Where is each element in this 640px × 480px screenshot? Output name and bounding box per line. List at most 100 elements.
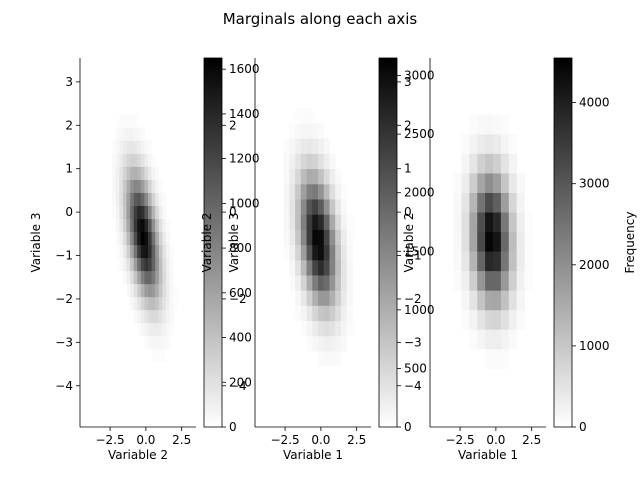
heatmap-cell	[500, 290, 510, 311]
x-tick-label: −2.5	[96, 433, 125, 447]
heatmap-cell	[295, 183, 302, 200]
heatmap-cell	[453, 173, 462, 193]
heatmap-cell	[148, 205, 152, 220]
heatmap-cell	[312, 168, 319, 185]
heatmap-cell	[122, 153, 127, 167]
heatmap-cell	[133, 192, 138, 206]
heatmap-cell	[155, 166, 160, 180]
heatmap-cells-1	[112, 114, 178, 363]
heatmap-cell	[165, 283, 170, 298]
heatmap-cell	[137, 283, 142, 298]
heatmap-cell	[158, 231, 163, 246]
heatmap-cell	[155, 205, 160, 220]
heatmap-cell	[323, 138, 330, 154]
heatmap-cell	[119, 127, 124, 141]
heatmap-cell	[340, 275, 348, 291]
heatmap-cell	[306, 138, 313, 154]
heatmap-cell	[151, 244, 156, 259]
heatmap-cell	[295, 244, 302, 261]
heatmap-cell	[318, 320, 325, 337]
x-tick-label: 2.5	[522, 433, 541, 447]
heatmap-cell	[493, 114, 502, 135]
colorbar-tick-label: 500	[404, 361, 427, 375]
heatmap-cell	[306, 259, 313, 276]
heatmap-cell	[300, 320, 307, 337]
heatmap-cell	[151, 257, 156, 272]
heatmap-cell	[461, 173, 470, 193]
heatmap-cell	[165, 218, 170, 233]
x-tick-label: 2.5	[172, 433, 191, 447]
heatmap-cell	[469, 114, 478, 135]
heatmap-cell	[112, 140, 117, 154]
heatmap-cell	[295, 138, 302, 154]
heatmap-cell	[306, 123, 313, 139]
heatmap-cell	[133, 296, 138, 311]
heatmap-cell	[493, 329, 502, 350]
heatmap-cell	[115, 218, 120, 233]
heatmap-cell	[130, 114, 135, 128]
heatmap-cell	[162, 309, 167, 324]
heatmap-cell	[516, 290, 525, 311]
heatmap-cell	[300, 305, 307, 322]
heatmap-cell	[516, 251, 525, 272]
heatmap-cell	[130, 127, 135, 141]
heatmap-cell	[306, 275, 313, 291]
heatmap-cell	[340, 229, 348, 246]
heatmap-cell	[516, 270, 525, 291]
heatmap-cell	[169, 257, 174, 272]
heatmap-cell	[493, 133, 502, 154]
x-axis-label: Variable 2	[108, 448, 168, 462]
heatmap-cell	[126, 231, 131, 246]
heatmap-cell	[469, 231, 478, 252]
heatmap-cell	[137, 140, 142, 154]
heatmap-cell	[112, 179, 117, 193]
heatmap-cell	[133, 218, 138, 233]
heatmap-cell	[318, 183, 325, 200]
heatmap-cell	[516, 309, 525, 330]
heatmap-cell	[115, 192, 120, 206]
heatmap-cell	[148, 192, 152, 206]
heatmap-cell	[300, 275, 307, 291]
heatmap-cell	[162, 296, 167, 311]
heatmap-cell	[329, 183, 336, 200]
heatmap-cell	[306, 320, 313, 337]
heatmap-cell	[300, 107, 307, 124]
heatmap-cell	[162, 322, 167, 337]
heatmap-cell	[126, 114, 131, 128]
heatmap-cell	[137, 231, 142, 246]
heatmap-cell	[508, 309, 518, 330]
heatmap-cell	[312, 244, 319, 261]
heatmap-cell	[137, 218, 142, 233]
heatmap-cell	[140, 218, 145, 233]
heatmap-cell	[485, 290, 494, 311]
heatmap-cell	[500, 231, 510, 252]
heatmap-cell	[461, 251, 470, 272]
heatmap-cell	[115, 153, 120, 167]
heatmap-cell	[493, 251, 502, 272]
heatmap-cell	[312, 183, 319, 200]
heatmap-cell	[119, 257, 124, 272]
heatmap-cell	[162, 205, 167, 220]
heatmap-cell	[477, 270, 486, 291]
heatmap-cell	[300, 168, 307, 185]
heatmap-cell	[493, 173, 502, 193]
secondary-tick-label: −4	[229, 379, 247, 393]
heatmap-cell	[318, 168, 325, 185]
heatmap-cell	[500, 251, 510, 272]
heatmap-cell	[508, 251, 518, 272]
colorbar-tick-label: 2000	[579, 258, 610, 272]
heatmap-cell	[137, 127, 142, 141]
colorbar-tick-label: 1000	[579, 339, 610, 353]
heatmap-cell	[115, 140, 120, 154]
heatmap-cell	[133, 179, 138, 193]
heatmap-cell	[289, 244, 296, 261]
heatmap-cell	[289, 214, 296, 230]
heatmap-cell	[148, 153, 152, 167]
heatmap-cell	[340, 259, 348, 276]
heatmap-cell	[155, 179, 160, 193]
heatmap-cell	[493, 348, 502, 369]
heatmap-cell	[137, 322, 142, 337]
heatmap-cell	[144, 218, 149, 233]
heatmap-cell	[346, 229, 353, 246]
heatmap-cell	[323, 320, 330, 337]
